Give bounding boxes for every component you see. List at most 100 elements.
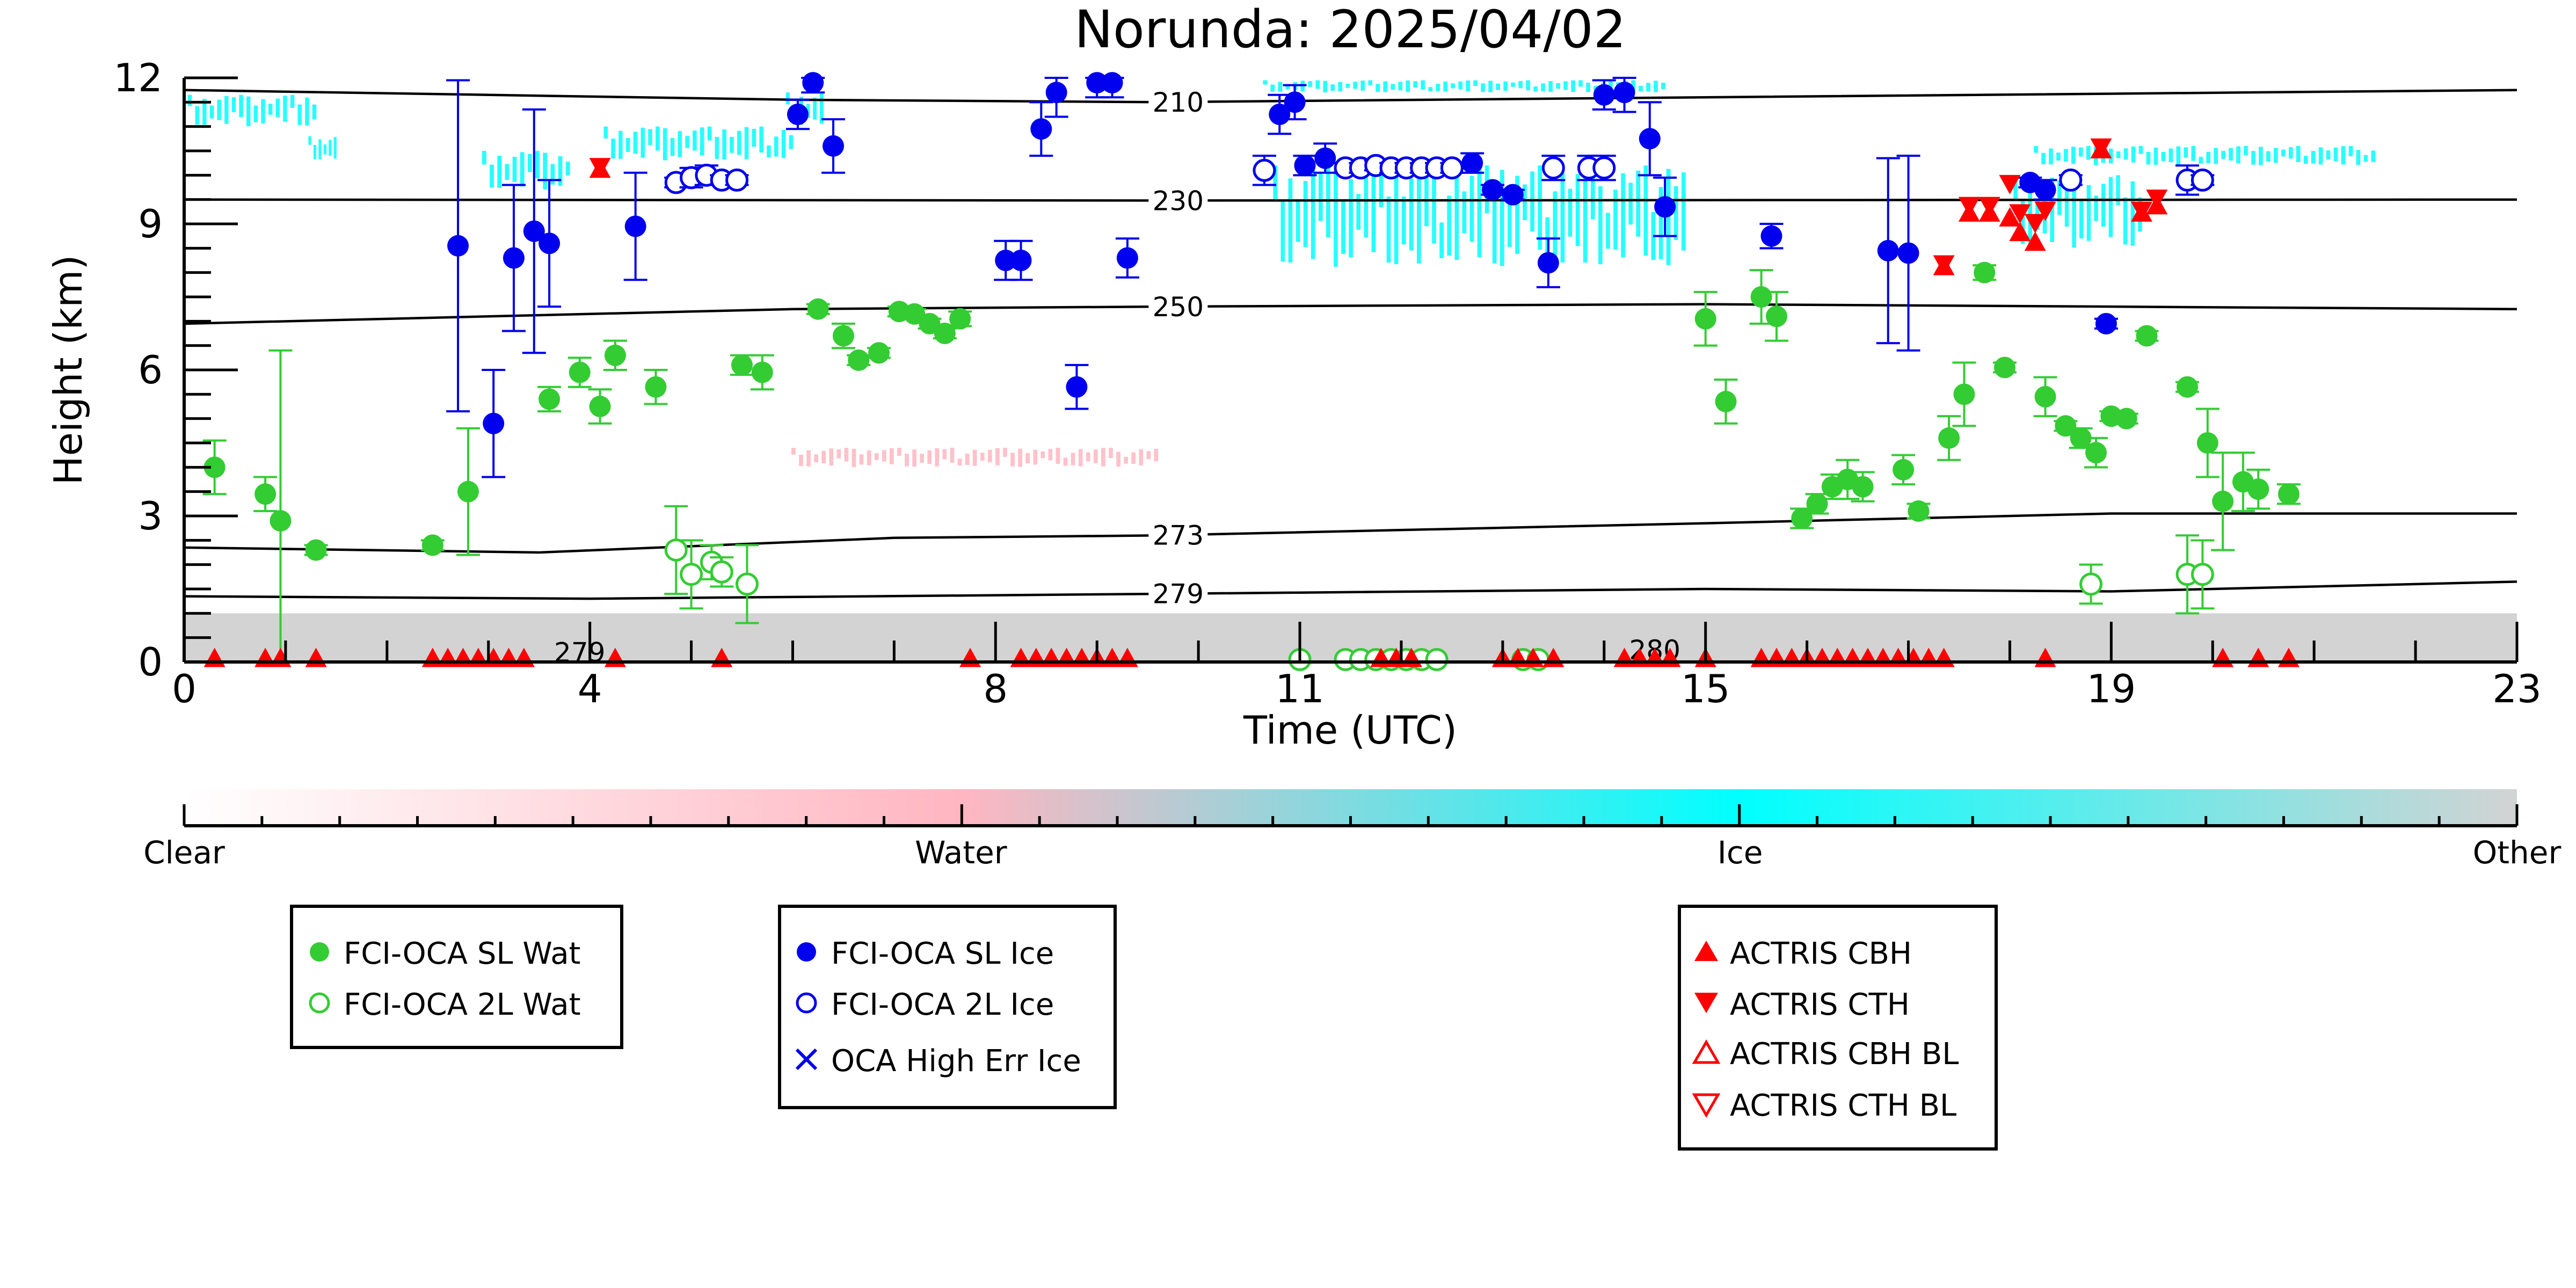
legend-cth-bl-label: ACTRIS CTH BL — [1730, 1088, 1956, 1123]
classification-streak — [759, 126, 763, 153]
data-point — [1760, 225, 1782, 247]
classification-streak — [550, 164, 555, 185]
classification-streak — [2086, 145, 2091, 160]
x-tick-label: 23 — [2492, 666, 2542, 711]
classification-streak — [2356, 150, 2361, 165]
data-point — [203, 456, 225, 478]
classification-streak — [323, 144, 326, 155]
data-point — [1294, 155, 1316, 177]
classification-streak — [2229, 148, 2233, 161]
classification-streak — [912, 449, 916, 467]
chart-title: Norunda: 2025/04/02 — [1074, 0, 1626, 60]
classification-streak — [2050, 177, 2054, 242]
classification-streak — [2288, 147, 2293, 159]
classification-region-ice — [482, 151, 570, 190]
classification-streak — [625, 138, 630, 152]
classification-streak — [1643, 165, 1648, 256]
classification-streak — [1560, 172, 1565, 263]
data-point — [1715, 390, 1737, 412]
classification-streak — [927, 450, 932, 464]
classification-streak — [1311, 169, 1315, 259]
data-point — [1893, 459, 1915, 481]
classification-streak — [543, 152, 548, 190]
classification-streak — [781, 130, 786, 158]
classification-streak — [1131, 452, 1136, 464]
legend-cbh-bl-marker — [1692, 1039, 1721, 1064]
data-point — [305, 539, 327, 561]
x-axis-label: Time (UTC) — [1243, 708, 1457, 753]
classification-streak — [1598, 186, 1603, 265]
classification-streak — [829, 448, 834, 466]
classification-streak — [1538, 165, 1542, 250]
classification-streak — [2274, 148, 2278, 163]
data-point — [1999, 207, 2021, 227]
data-point — [751, 361, 773, 383]
classification-streak — [1409, 178, 1414, 251]
legend-cth-marker — [1694, 993, 1718, 1013]
data-point — [2034, 385, 2056, 407]
classification-streak — [2326, 150, 2331, 160]
classification-streak — [1273, 165, 1278, 201]
legend-cth-label: ACTRIS CTH — [1730, 987, 1910, 1022]
classification-streak — [512, 157, 517, 182]
classification-streak — [1466, 80, 1470, 91]
marker-layer: 210230250273279279280 — [202, 72, 2301, 671]
classification-streak — [1308, 81, 1313, 87]
classification-streak — [2266, 151, 2271, 162]
classification-streak — [1406, 80, 1410, 92]
data-point — [1852, 476, 1874, 498]
classification-streak — [752, 128, 756, 147]
classification-streak — [633, 132, 638, 154]
classification-streak — [1523, 184, 1527, 221]
x-tick-label: 4 — [578, 666, 602, 711]
classification-region-ice — [2034, 145, 2376, 165]
classification-streak — [1394, 174, 1399, 265]
data-point — [2090, 138, 2112, 158]
x-tick-label: 0 — [172, 666, 197, 711]
data-point — [1284, 91, 1306, 113]
series-fci-oca-sl-ice — [446, 72, 2118, 478]
classification-streak — [2244, 145, 2248, 155]
classification-region-water — [791, 448, 1159, 468]
classification-streak — [308, 136, 311, 145]
classification-streak — [2259, 147, 2263, 165]
classification-streak — [1439, 222, 1444, 258]
x-tick-label: 15 — [1681, 666, 1730, 711]
data-point — [569, 361, 591, 383]
series-fci-oca-sl-wat — [202, 261, 2301, 663]
classification-streak — [1391, 84, 1395, 90]
classification-streak — [1315, 80, 1320, 89]
x-tick-label: 8 — [983, 666, 1008, 711]
classification-streak — [527, 154, 532, 172]
classification-streak — [774, 136, 778, 157]
classification-streak — [980, 453, 985, 461]
isotherm-line — [184, 580, 2517, 600]
classification-streak — [1661, 83, 1665, 90]
data-point — [680, 563, 703, 586]
classification-streak — [1413, 81, 1418, 88]
classification-streak — [1101, 448, 1105, 467]
data-point — [807, 298, 829, 320]
classification-streak — [897, 448, 901, 456]
data-point — [664, 538, 688, 562]
data-point — [2024, 214, 2046, 234]
data-point — [2115, 407, 2137, 430]
legend-2l-wat-marker — [309, 992, 330, 1014]
classification-streak — [1571, 80, 1575, 92]
classification-streak — [1285, 84, 1290, 90]
classification-streak — [2123, 148, 2128, 160]
classification-streak — [1628, 183, 1633, 225]
isotherm-label-bg — [1148, 519, 1208, 551]
classification-streak — [1376, 84, 1380, 92]
classification-streak — [821, 450, 826, 463]
classification-streak — [819, 93, 824, 124]
colorbar-label: Clear — [143, 834, 225, 871]
classification-streak — [1492, 191, 1497, 264]
data-point — [1694, 308, 1716, 330]
legend-water-frame — [290, 905, 623, 1049]
isotherm-label-bg — [1148, 85, 1208, 118]
isotherm-label: 230 — [1153, 185, 1204, 216]
y-axis-label: Height (km) — [46, 255, 91, 485]
data-point — [589, 396, 611, 417]
classification-streak — [1353, 82, 1358, 89]
